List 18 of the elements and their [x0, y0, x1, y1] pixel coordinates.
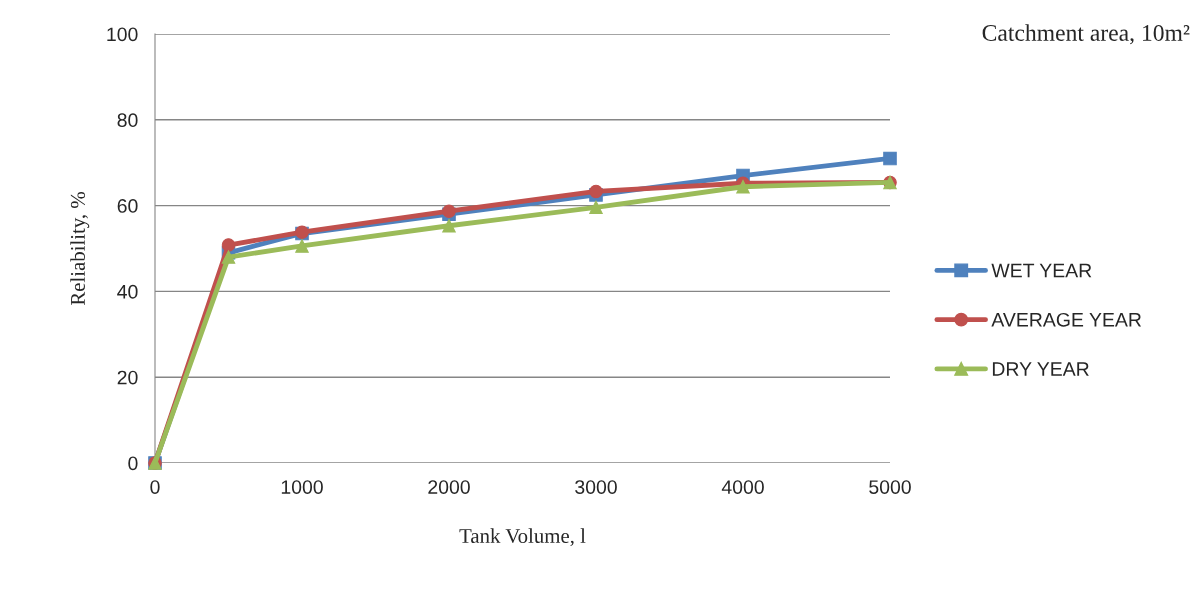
legend-label: WET YEAR	[991, 263, 1092, 278]
y-tick-label: 100	[107, 27, 138, 42]
x-tick-label: 1000	[281, 480, 323, 494]
y-tick-label: 80	[117, 113, 138, 128]
x-tick-label: 0	[150, 480, 160, 494]
y-axis-title: Reliability, %	[70, 192, 90, 306]
y-tick-label: 60	[117, 199, 138, 213]
x-tick-label: 2000	[428, 480, 470, 494]
y-tick-label: 20	[117, 370, 138, 385]
y-tick-label: 40	[117, 284, 138, 299]
x-axis-title: Tank Volume, l	[459, 528, 586, 547]
legend-label: DRY YEAR	[992, 362, 1089, 376]
legend-label: AVERAGE YEAR	[991, 312, 1142, 327]
x-tick-label: 3000	[575, 480, 617, 494]
x-tick-label: 5000	[869, 480, 911, 494]
text: Catchment area, 10m²	[982, 24, 1190, 45]
x-tick-label: 4000	[721, 480, 764, 494]
y-tick-label: 0	[128, 456, 138, 471]
